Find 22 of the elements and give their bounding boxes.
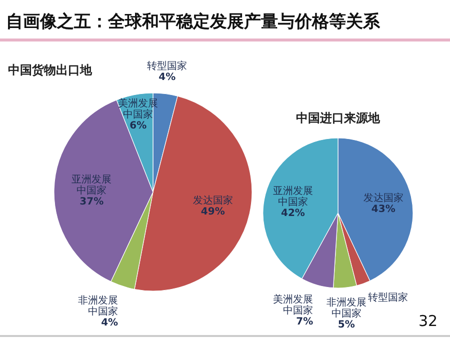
data-label: 42%	[280, 208, 305, 219]
slice-label: 转型国家	[368, 292, 408, 304]
slice-label: 非洲发展中国家	[78, 294, 118, 318]
data-label: 4%	[101, 317, 118, 328]
data-label: 49%	[200, 206, 225, 218]
slice-label: 亚洲发展中国家	[272, 184, 313, 208]
chart-title: 中国进口来源地	[296, 111, 381, 125]
data-label: 7%	[296, 316, 314, 328]
slice-label: 发达国家	[363, 192, 404, 204]
slice-label: 发达国家	[192, 194, 233, 206]
slice-label: 美洲发展中国家	[273, 293, 314, 316]
slice-label: 转型国家	[147, 60, 188, 72]
slice-label: 非洲发展中国家	[326, 296, 366, 320]
data-label: 37%	[80, 196, 104, 208]
chart-title: 中国货物出口地	[8, 63, 93, 77]
slice-label: 亚洲发展中国家	[72, 174, 112, 197]
text: 自画像之五：全球和平稳定发展产量与价格等关系	[6, 12, 381, 32]
data-label: 4%	[158, 72, 176, 83]
data-label: 6%	[130, 120, 147, 132]
data-label: 43%	[371, 204, 396, 215]
data-label: 5%	[338, 320, 355, 331]
text: 32	[418, 312, 438, 330]
